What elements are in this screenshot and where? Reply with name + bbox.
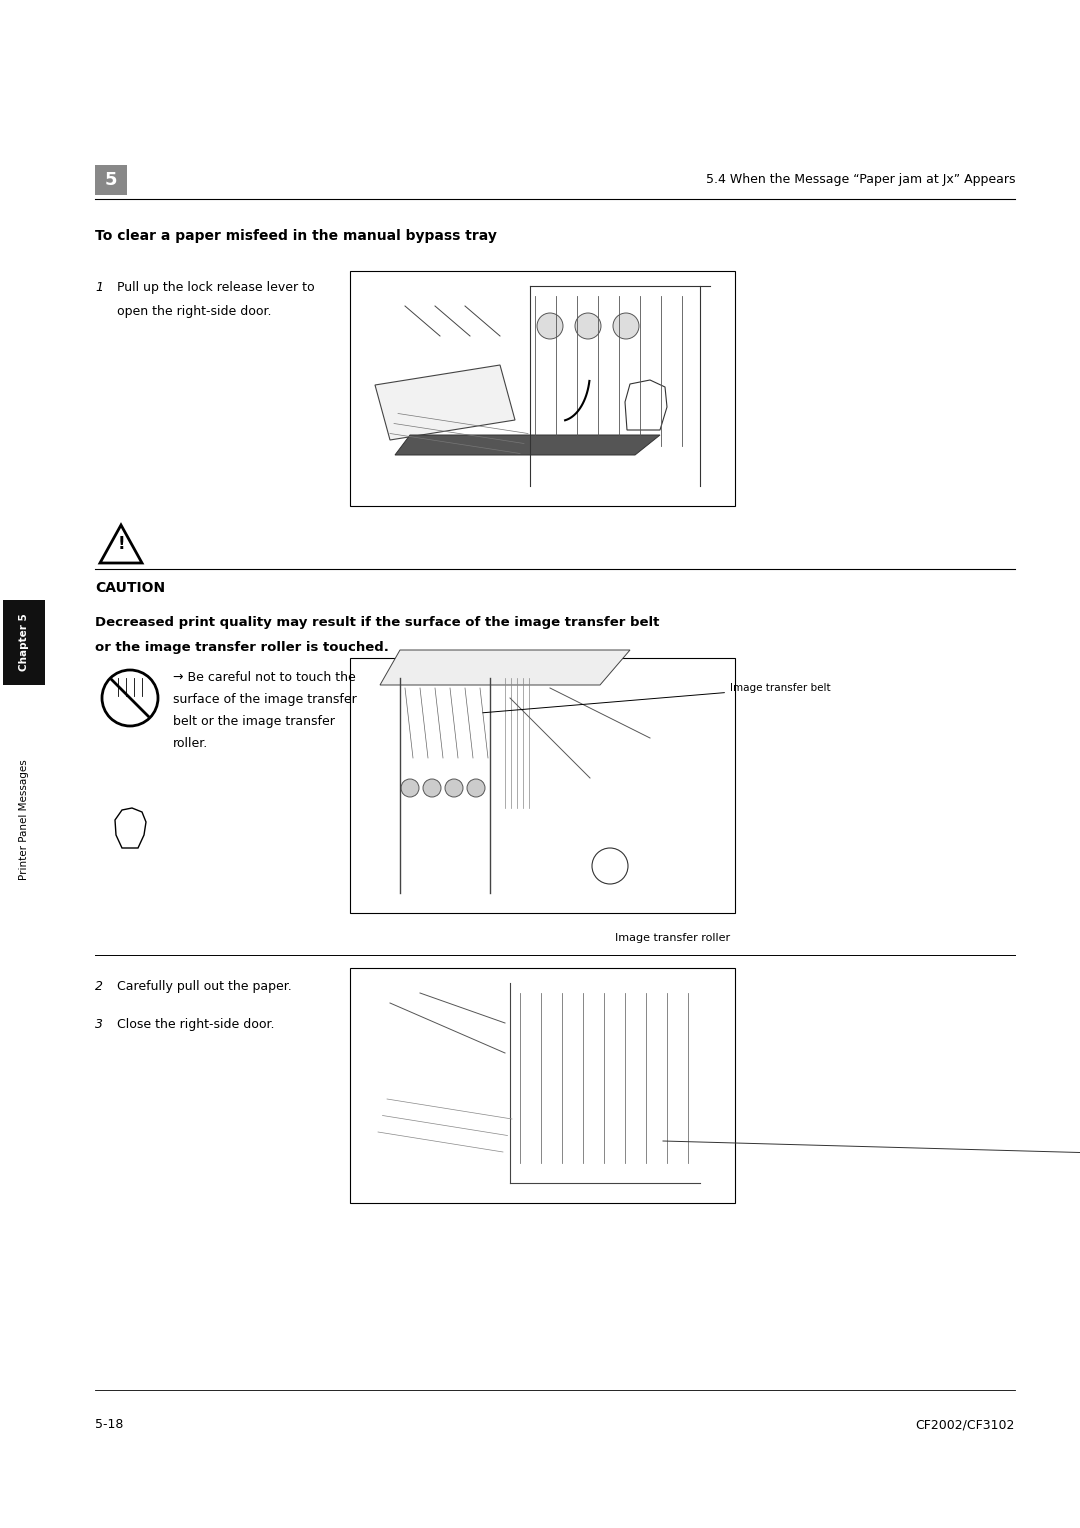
Text: !: ! bbox=[118, 535, 125, 553]
Text: Printer Panel Messages: Printer Panel Messages bbox=[19, 759, 29, 880]
Text: CAUTION: CAUTION bbox=[95, 581, 165, 594]
Polygon shape bbox=[375, 365, 515, 440]
Circle shape bbox=[467, 779, 485, 798]
Text: or the image transfer roller is touched.: or the image transfer roller is touched. bbox=[95, 642, 389, 654]
Bar bbox=[350, 659, 735, 914]
Circle shape bbox=[575, 313, 600, 339]
Text: Close the right-side door.: Close the right-side door. bbox=[117, 1018, 274, 1031]
Polygon shape bbox=[625, 380, 667, 429]
Text: Decreased print quality may result if the surface of the image transfer belt: Decreased print quality may result if th… bbox=[95, 616, 660, 630]
Text: To clear a paper misfeed in the manual bypass tray: To clear a paper misfeed in the manual b… bbox=[95, 229, 497, 243]
Polygon shape bbox=[380, 649, 630, 685]
Text: Chapter 5: Chapter 5 bbox=[19, 614, 29, 671]
Polygon shape bbox=[370, 1038, 519, 1057]
Circle shape bbox=[401, 779, 419, 798]
Text: CF2002/CF3102: CF2002/CF3102 bbox=[916, 1418, 1015, 1432]
Text: surface of the image transfer: surface of the image transfer bbox=[173, 694, 356, 706]
Bar bbox=[3, 601, 45, 685]
Text: → Be careful not to touch the: → Be careful not to touch the bbox=[173, 671, 355, 685]
Polygon shape bbox=[384, 1062, 535, 1132]
Text: roller.: roller. bbox=[173, 736, 208, 750]
Circle shape bbox=[613, 313, 639, 339]
Polygon shape bbox=[114, 808, 146, 848]
Text: open the right-side door.: open the right-side door. bbox=[117, 306, 271, 318]
Circle shape bbox=[592, 848, 627, 885]
Bar bbox=[350, 270, 735, 506]
Text: 5-18: 5-18 bbox=[95, 1418, 123, 1432]
Bar bbox=[95, 165, 127, 196]
Circle shape bbox=[445, 779, 463, 798]
Text: Image transfer belt: Image transfer belt bbox=[483, 683, 831, 712]
Text: Carefully pull out the paper.: Carefully pull out the paper. bbox=[117, 979, 292, 993]
Text: belt or the image transfer: belt or the image transfer bbox=[173, 715, 335, 727]
Circle shape bbox=[423, 779, 441, 798]
Circle shape bbox=[537, 313, 563, 339]
Text: 5: 5 bbox=[105, 171, 118, 189]
Text: Image transfer roller: Image transfer roller bbox=[615, 934, 730, 943]
Text: 1: 1 bbox=[95, 281, 103, 293]
Text: 2: 2 bbox=[95, 979, 103, 993]
Bar bbox=[350, 969, 735, 1203]
Text: 3: 3 bbox=[95, 1018, 103, 1031]
Circle shape bbox=[102, 669, 158, 726]
Polygon shape bbox=[395, 435, 660, 455]
Text: Pull up the lock release lever to: Pull up the lock release lever to bbox=[117, 281, 314, 293]
Text: 5.4 When the Message “Paper jam at Jx” Appears: 5.4 When the Message “Paper jam at Jx” A… bbox=[705, 174, 1015, 186]
